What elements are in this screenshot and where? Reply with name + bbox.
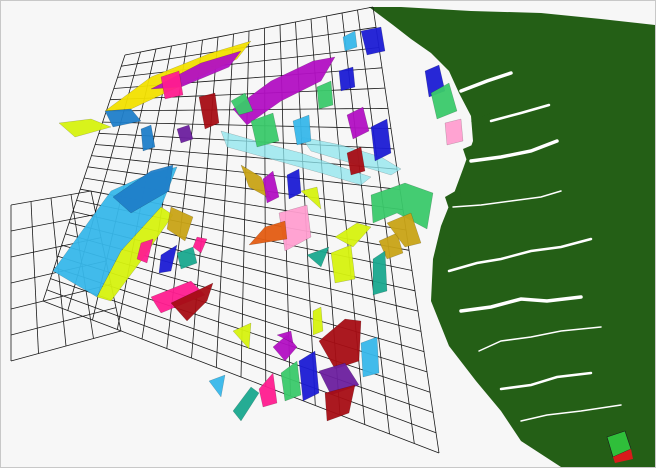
- offshore-island: [463, 143, 481, 161]
- fault-surface: [316, 80, 334, 110]
- grid-line: [102, 121, 392, 129]
- fault-surface: [346, 146, 366, 176]
- fjord-channel: [499, 371, 593, 391]
- fault-surface: [104, 108, 142, 128]
- fault-surface: [338, 66, 356, 92]
- fault-surface: [298, 350, 320, 402]
- fault-surface: [166, 206, 194, 242]
- fault-surface: [170, 282, 214, 322]
- fault-surface: [370, 118, 392, 162]
- fault-surface: [250, 112, 280, 148]
- fault-surface: [370, 182, 434, 230]
- fault-surface: [230, 92, 254, 116]
- offshore-island: [471, 113, 501, 135]
- fault-surface: [208, 374, 226, 398]
- well-marker-icon: [606, 430, 633, 463]
- grid-line: [110, 87, 386, 101]
- fault-surface: [160, 70, 184, 100]
- fault-surface: [330, 244, 356, 284]
- fault-surface: [306, 246, 330, 268]
- fault-surface: [444, 118, 464, 146]
- fjord-channel: [447, 237, 593, 273]
- fjord-channel: [459, 295, 583, 313]
- fault-surface: [360, 26, 386, 56]
- fault-surface: [300, 186, 322, 210]
- fault-surface: [372, 250, 388, 296]
- grid-line: [10, 330, 122, 362]
- grid-line: [121, 26, 377, 67]
- fault-surface: [248, 220, 288, 246]
- fault-surface: [198, 92, 220, 130]
- fault-surface: [334, 222, 372, 248]
- fault-surface: [258, 372, 278, 408]
- grid-line: [10, 213, 97, 232]
- fault-surface: [176, 124, 194, 144]
- fault-surface: [386, 212, 422, 248]
- grid-line: [10, 190, 92, 206]
- fjord-channel: [489, 103, 551, 123]
- fault-surface: [176, 246, 198, 270]
- grid-line: [46, 289, 437, 434]
- grid-line: [117, 47, 380, 78]
- fault-surface: [262, 170, 280, 204]
- grid-line: [10, 307, 117, 336]
- fault-surface: [346, 106, 370, 140]
- mainland-landmass: [369, 7, 655, 467]
- fault-surfaces: [52, 26, 464, 422]
- fault-surface: [232, 386, 260, 422]
- fault-surface: [58, 118, 112, 138]
- fjord-channel: [459, 71, 513, 93]
- fault-surface: [292, 114, 312, 146]
- fault-surface: [158, 244, 178, 274]
- fjord-channel: [452, 190, 562, 208]
- fault-surface: [312, 306, 324, 336]
- fault-surface: [192, 236, 208, 254]
- fault-surface: [280, 360, 302, 402]
- fault-surface: [136, 238, 154, 264]
- fault-surface: [318, 318, 362, 370]
- fault-surface: [140, 124, 156, 152]
- fjord-channel: [469, 139, 559, 163]
- fault-surface: [276, 330, 294, 344]
- fjord-channel: [520, 404, 622, 422]
- fault-surface: [342, 30, 358, 52]
- grid-line: [87, 166, 404, 211]
- offshore-island: [437, 241, 451, 257]
- fjord-channels: [447, 71, 622, 422]
- offshore-island: [445, 189, 463, 209]
- seabed-grid: [10, 6, 440, 454]
- coastline-landmass: [369, 7, 655, 467]
- fault-surface: [430, 82, 458, 120]
- fjord-channel: [478, 326, 602, 352]
- fault-surface: [286, 168, 302, 200]
- fault-surface: [360, 336, 380, 378]
- grid-line: [124, 6, 374, 56]
- grid-line: [42, 300, 440, 454]
- fault-surface: [232, 322, 252, 350]
- fault-surface: [324, 384, 356, 422]
- fault-surface: [112, 164, 174, 214]
